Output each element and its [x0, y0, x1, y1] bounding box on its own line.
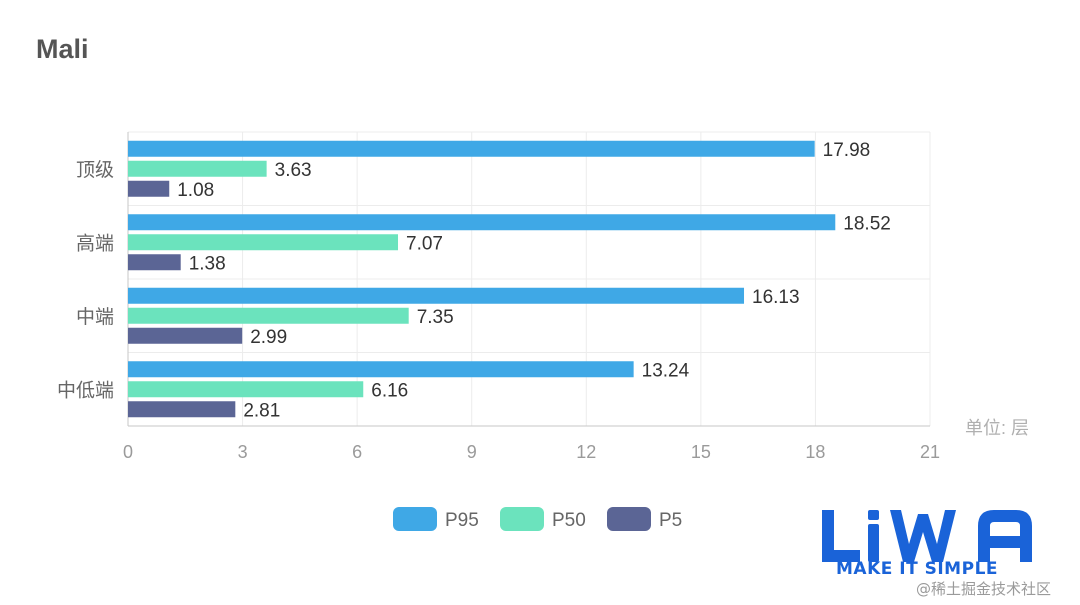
bar-value-label: 17.98	[823, 140, 871, 161]
bar-p50	[128, 234, 399, 251]
bar-p5	[128, 180, 170, 197]
bar-value-label: 2.99	[250, 327, 287, 348]
x-tick-label: 0	[123, 442, 133, 462]
bar-value-label: 6.16	[371, 380, 408, 401]
bar-value-label: 16.13	[752, 287, 800, 308]
legend-swatch-p5	[607, 507, 651, 531]
bar-value-label: 13.24	[642, 360, 690, 381]
bar-p50	[128, 381, 364, 398]
y-category-label: 中端	[76, 306, 114, 328]
x-tick-label: 3	[238, 442, 248, 462]
x-tick-label: 6	[352, 442, 362, 462]
x-tick-label: 9	[467, 442, 477, 462]
legend-label-p50: P50	[552, 510, 586, 531]
unit-label: 单位: 层	[965, 418, 1029, 438]
bar-p5	[128, 254, 181, 271]
x-tick-label: 15	[691, 442, 711, 462]
bar-value-label: 7.07	[406, 233, 443, 254]
legend-label-p5: P5	[659, 510, 682, 531]
y-category-label: 高端	[76, 232, 114, 254]
bar-value-label: 18.52	[843, 213, 891, 234]
bar-p95	[128, 214, 836, 231]
x-tick-label: 18	[805, 442, 825, 462]
y-category-label: 顶级	[76, 159, 114, 181]
bar-value-label: 1.08	[177, 180, 214, 201]
bar-value-label: 3.63	[275, 160, 312, 181]
bar-value-label: 1.38	[189, 253, 226, 274]
bar-value-label: 2.81	[243, 400, 280, 421]
bar-p5	[128, 401, 236, 418]
legend-swatch-p50	[500, 507, 544, 531]
bar-p95	[128, 287, 745, 304]
x-tick-label: 21	[920, 442, 940, 462]
bar-p50	[128, 160, 267, 177]
bar-p95	[128, 361, 634, 378]
legend-label-p95: P95	[445, 510, 479, 531]
legend-swatch-p95	[393, 507, 437, 531]
x-tick-label: 12	[576, 442, 596, 462]
logo-tagline: MAKE IT SIMPLE	[836, 559, 999, 579]
chart-title: Mali	[36, 34, 89, 64]
y-category-label: 中低端	[57, 379, 114, 401]
bar-value-label: 7.35	[417, 307, 454, 328]
watermark: @稀土掘金技术社区	[916, 580, 1052, 598]
bar-p50	[128, 307, 409, 324]
bar-p5	[128, 327, 243, 344]
bar-p95	[128, 140, 815, 157]
liwa-logo	[822, 510, 1032, 562]
